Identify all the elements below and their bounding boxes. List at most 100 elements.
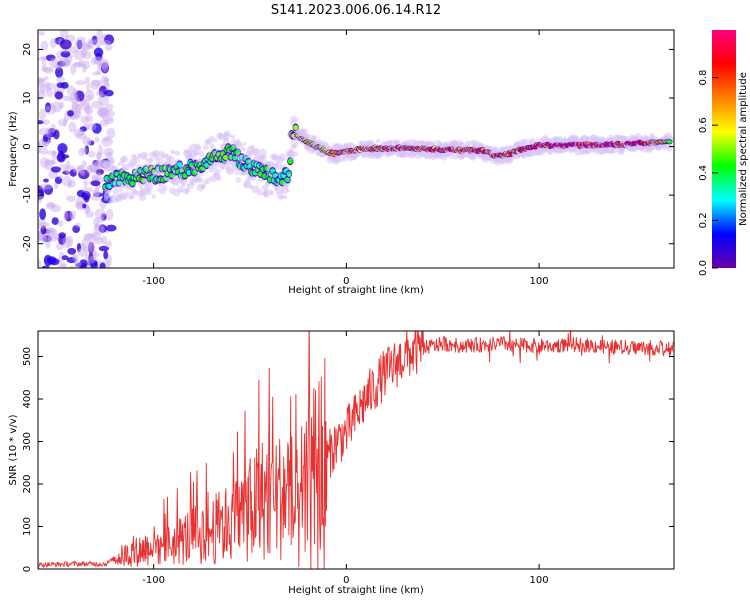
spectrogram-halo-point xyxy=(204,177,212,184)
spectrogram-ridge-point xyxy=(293,124,299,131)
spectrogram-noise-blob xyxy=(81,60,91,70)
spectrogram-noise-blob xyxy=(38,89,47,100)
spectrogram-noise-blob xyxy=(43,67,54,74)
spectrogram-noise-blob xyxy=(51,150,56,157)
spectrogram-noise-blob xyxy=(72,254,79,263)
spectrogram-noise-blob xyxy=(84,89,95,102)
spectrogram-halo-point xyxy=(112,165,116,169)
spectrogram-halo-point xyxy=(575,136,579,140)
spectrogram-noise-blob xyxy=(88,241,95,254)
spectrogram-noise-blob xyxy=(54,66,64,78)
spectrogram-halo-point xyxy=(141,151,149,159)
spectrogram-noise-blob xyxy=(100,110,106,118)
colorbar: 0.0 0.2 0.4 0.6 0.8 Normalized spectral ampl… xyxy=(698,30,749,276)
snr-frame xyxy=(37,330,675,570)
spectrogram-noise-blob xyxy=(96,107,109,117)
spectrogram-noise-blob xyxy=(79,126,87,132)
snr-series-line xyxy=(38,331,674,569)
spectrogram-noise-blob xyxy=(41,66,53,73)
spectrogram-noise-blob xyxy=(50,204,62,213)
spectrogram-halo-point xyxy=(128,192,135,200)
spectrogram-noise-blob xyxy=(43,140,48,148)
spectrogram-halo-point xyxy=(174,150,181,156)
spectrogram-noise-blob xyxy=(96,69,102,75)
spectrogram-noise-blob xyxy=(53,233,60,240)
spectrogram-halo-point xyxy=(213,138,218,143)
spectrogram-noise-blob xyxy=(41,56,46,61)
spectrogram-frame xyxy=(37,29,675,269)
spectrogram-halo-point xyxy=(184,186,191,193)
spectrogram-noise-blob xyxy=(87,164,99,172)
snr-background xyxy=(38,331,674,569)
spectrogram-halo-point xyxy=(161,184,168,192)
spectrogram-ridge-point xyxy=(284,176,291,183)
spectrogram-noise-blob xyxy=(80,47,87,58)
spectrogram-noise-blob xyxy=(104,34,115,45)
snr-x-axis: -100 0 100 xyxy=(142,331,549,586)
spectrogram-noise-blob xyxy=(85,76,90,84)
spectrogram-noise-blob xyxy=(91,35,98,45)
snr-y-tick-label: 400 xyxy=(22,389,33,408)
spectrogram-noise-blob xyxy=(58,101,65,109)
spectrogram-noise-blob xyxy=(104,118,114,125)
spectrogram-noise-blob xyxy=(66,257,77,264)
spectrogram-noise-blob xyxy=(38,193,43,204)
spectrogram-noise-blob xyxy=(72,167,82,174)
spectrogram-halo-point xyxy=(231,135,236,140)
spectrogram-noise-blob xyxy=(104,44,113,51)
spectrogram-halo-point xyxy=(287,174,292,178)
spectrogram-noise-blob xyxy=(84,44,95,50)
spectrogram-noise-blob xyxy=(46,202,56,208)
colorbar-tick-label: 0.0 xyxy=(698,260,709,276)
spectrogram-noise-blob xyxy=(62,236,72,249)
spectrogram-noise-blob xyxy=(103,137,111,142)
spectrogram-halo-point xyxy=(395,140,400,146)
spectrogram-noise-blob xyxy=(50,166,61,173)
spectrogram-noise-blob xyxy=(93,224,105,235)
spectrogram-noise-blob xyxy=(62,170,70,175)
spectrogram-noise-blob xyxy=(69,93,78,101)
spectrogram-halo-point xyxy=(523,138,532,147)
spectrogram-noise-blob xyxy=(53,129,60,140)
spectrogram-noise-blob xyxy=(102,116,114,122)
spectrogram-noise-blob xyxy=(87,38,94,46)
spectrogram-noise-blob xyxy=(71,103,82,113)
spectrogram-noise-blob xyxy=(57,220,64,227)
spectrogram-noise-blob xyxy=(92,237,104,245)
spectrogram-halo-point xyxy=(283,195,288,200)
spectrogram-noise-blob xyxy=(59,30,69,40)
spectrogram-noise-blob xyxy=(96,151,103,160)
spectrogram-noise-blob xyxy=(51,101,63,113)
spectrogram-noise-blob xyxy=(98,144,103,157)
spectrogram-noise-blob xyxy=(68,179,76,188)
spectrogram-halo-point xyxy=(122,163,130,171)
spectrogram-noise-blob xyxy=(89,79,101,90)
spectrogram-noise-blob xyxy=(59,39,72,50)
spectrogram-halo-point xyxy=(251,144,255,148)
spectrogram-noise-blob xyxy=(77,164,84,171)
spectrogram-noise-blob xyxy=(61,255,69,261)
spectrogram-halo-point xyxy=(375,138,381,144)
spectrogram-noise-blob xyxy=(75,80,87,86)
spectrogram-noise-blob xyxy=(96,171,102,177)
spectrogram-x-tick-label: 0 xyxy=(343,276,349,287)
spectrogram-halo-point xyxy=(148,158,153,164)
spectrogram-noise-blob xyxy=(100,62,110,74)
spectrogram-halo-point xyxy=(195,145,202,151)
snr-y-tick-label: 200 xyxy=(22,474,33,493)
spectrogram-noise-blob xyxy=(87,241,96,253)
spectrogram-noise-blob xyxy=(85,164,94,174)
spectrogram-noise-blob xyxy=(63,95,72,102)
spectrogram-noise-blob xyxy=(46,150,58,156)
spectrogram-halo-point xyxy=(234,171,239,176)
spectrogram-x-tick-label: -100 xyxy=(142,276,165,287)
spectrogram-noise-blob xyxy=(74,222,81,228)
spectrogram-halo-point xyxy=(369,140,375,146)
spectrogram-noise-blob xyxy=(81,187,94,194)
spectrogram-noise-blob xyxy=(73,128,85,138)
spectrogram-noise-blob xyxy=(65,60,71,66)
spectrogram-noise-blob xyxy=(73,61,83,67)
spectrogram-noise-blob xyxy=(41,234,47,244)
spectrogram-noise-blob xyxy=(104,89,114,97)
